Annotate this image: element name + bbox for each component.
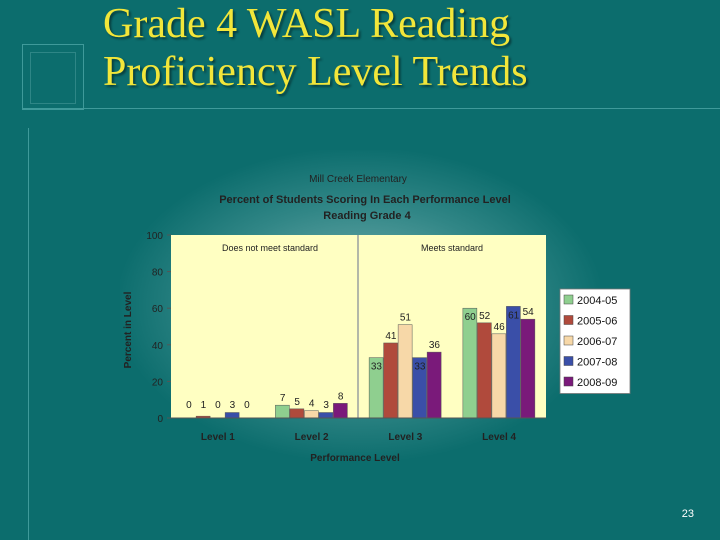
bar: [506, 306, 521, 419]
bar: [397, 324, 413, 419]
chart-subtitle-line1: Percent of Students Scoring In Each Perf…: [219, 194, 511, 206]
region-label-not-meet: Does not meet standard: [222, 243, 318, 253]
legend-swatch: [563, 315, 574, 325]
page-number: 23: [681, 508, 694, 520]
decor-line-horizontal: [22, 108, 720, 109]
bar: [304, 410, 319, 419]
legend-swatch: [563, 376, 574, 387]
bar: [275, 404, 290, 419]
bar: [333, 403, 348, 419]
chart-title: Mill Creek Elementary: [309, 174, 407, 185]
bar-value-label: 8: [338, 391, 344, 402]
bar-value-label: 33: [414, 362, 426, 373]
bar: [318, 412, 334, 419]
chart-subtitle-line2: Reading Grade 4: [323, 210, 411, 222]
bar-value-label: 7: [280, 393, 286, 404]
bar-value-label: 4: [309, 399, 315, 410]
bar-value-label: 54: [523, 307, 535, 318]
bar-value-label: 41: [385, 331, 397, 342]
bar-value-label: 51: [400, 313, 412, 324]
bar-value-label: 0: [186, 400, 192, 411]
decor-line-vertical: [28, 128, 29, 540]
x-tick-label: Level 3: [388, 432, 422, 443]
bar-value-label: 33: [371, 362, 383, 373]
bar-value-label: 36: [429, 340, 441, 351]
bar-value-label: 0: [244, 400, 250, 411]
x-axis: Level 1 Level 2 Level 3 Level 4: [171, 417, 546, 443]
legend-swatch: [563, 335, 574, 346]
bar: [383, 342, 398, 419]
y-tick-label: 0: [157, 414, 163, 425]
legend-swatch: [563, 294, 574, 305]
x-tick-label: Level 4: [482, 432, 516, 443]
x-tick-label: Level 2: [295, 432, 329, 443]
legend-entry: 2006-07: [577, 336, 617, 348]
bar: [426, 351, 442, 419]
slide-title-line2: Proficiency Level Trends: [103, 49, 528, 95]
bar-value-label: 1: [201, 400, 207, 411]
bar-value-label: 52: [479, 311, 491, 322]
chart-titles: Mill Creek Elementary Percent of Student…: [219, 174, 511, 222]
bar-value-label: 0: [215, 400, 221, 411]
y-axis: 0 20 40 60 80 100: [146, 231, 171, 425]
bar-value-label: 46: [494, 322, 506, 333]
bar: [477, 322, 492, 419]
bar: [224, 412, 240, 419]
legend: 2004-05 2005-06 2006-07 2007-08 2008-09: [559, 288, 631, 394]
decor-frame-outer: [22, 44, 84, 110]
legend-entry: 2007-08: [577, 357, 617, 369]
legend-entry: 2005-06: [577, 316, 617, 328]
bar: [462, 307, 478, 419]
y-tick-label: 20: [152, 377, 164, 388]
y-tick-label: 40: [152, 341, 164, 352]
bar: [289, 408, 305, 419]
y-tick-label: 80: [152, 268, 164, 279]
region-label-meets: Meets standard: [421, 243, 483, 253]
bar-value-label: 5: [294, 397, 300, 408]
bar: [491, 333, 507, 419]
bar-value-label: 60: [465, 312, 477, 323]
y-tick-label: 100: [146, 231, 163, 242]
y-axis-title: Percent in Level: [123, 291, 134, 368]
legend-entry: 2004-05: [577, 295, 617, 307]
bar-value-label: 3: [323, 400, 329, 411]
bar-value-label: 3: [230, 400, 236, 411]
x-axis-title: Performance Level: [310, 453, 400, 464]
bar: [520, 318, 536, 419]
x-tick-label: Level 1: [201, 432, 235, 443]
slide-title: Grade 4 WASL Reading Proficiency Level T…: [103, 0, 528, 96]
legend-swatch: [563, 356, 574, 366]
slide-title-line1: Grade 4 WASL Reading: [103, 1, 511, 47]
bar-value-label: 61: [508, 310, 520, 321]
y-tick-label: 60: [152, 304, 164, 315]
legend-entry: 2008-09: [577, 377, 617, 389]
decor-frame-inner: [30, 52, 76, 104]
